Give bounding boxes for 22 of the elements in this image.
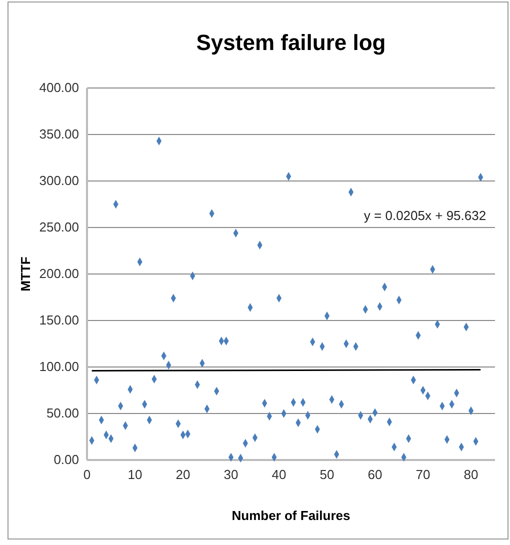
x-tick-label: 0 [83, 467, 91, 482]
annotation: y = 0.0205x + 95.632 [364, 208, 486, 223]
x-tick-label: 30 [224, 467, 238, 482]
x-tick-label: 50 [320, 467, 334, 482]
x-tick-label: 10 [128, 467, 142, 482]
chart-title: System failure log [196, 30, 386, 55]
x-tick-label: 40 [272, 467, 286, 482]
x-tick-label: 80 [464, 467, 478, 482]
x-axis-title: Number of Failures [232, 508, 350, 523]
y-tick-label: 300.00 [39, 173, 79, 188]
y-tick-label: 50.00 [46, 406, 79, 421]
y-tick-label: 250.00 [39, 220, 79, 235]
y-tick-label: 350.00 [39, 126, 79, 142]
y-tick-label: 400.00 [39, 80, 79, 96]
x-tick-label: 60 [368, 467, 382, 482]
y-tick-label: 200.00 [39, 266, 79, 282]
y-tick-label: 100.00 [39, 359, 79, 374]
y-tick-label: 0.00 [54, 452, 79, 468]
y-axis-title: MTTF [18, 256, 33, 292]
x-tick-label: 20 [176, 467, 190, 482]
x-tick-label: 70 [416, 467, 430, 482]
y-tick-label: 150.00 [39, 312, 79, 328]
